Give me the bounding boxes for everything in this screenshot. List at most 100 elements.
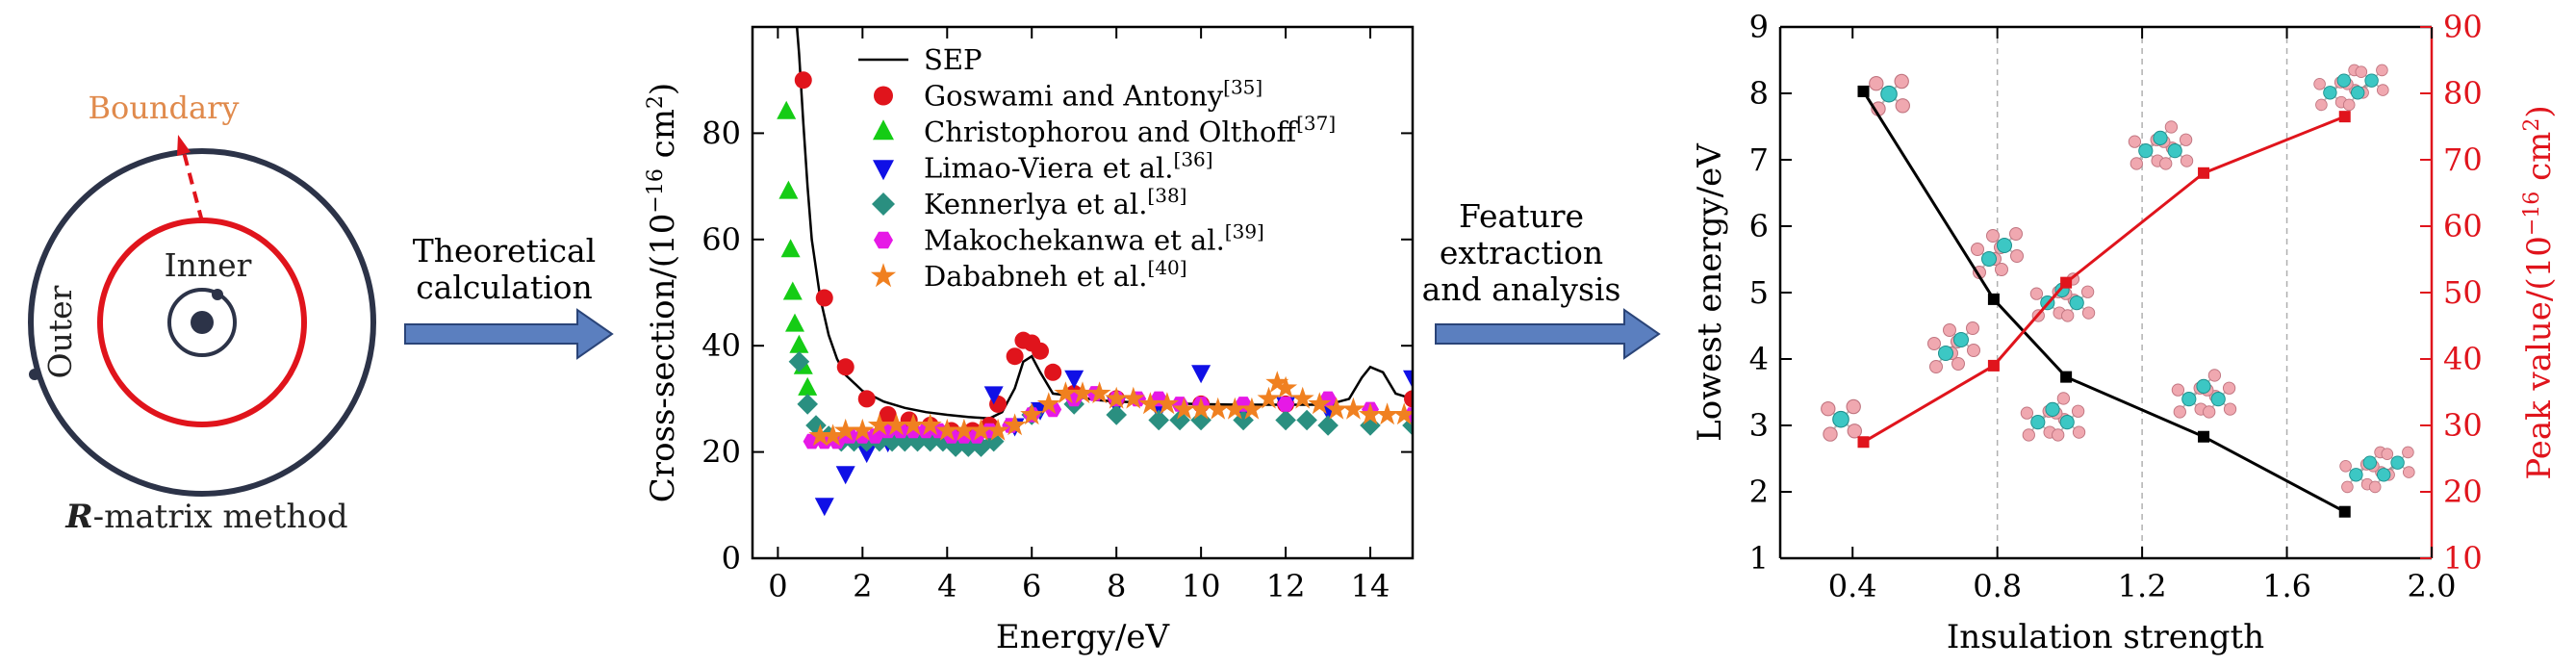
dababneh-et-al-point xyxy=(1359,402,1383,425)
dababneh-et-al-point xyxy=(1239,397,1263,420)
dababneh-et-al-point xyxy=(1308,392,1332,415)
electron-dot xyxy=(212,289,223,300)
dababneh-et-al-point xyxy=(1274,375,1298,398)
dababneh-et-al-point xyxy=(1121,386,1145,409)
right-y-tick-label: 30 xyxy=(2443,407,2483,444)
legend-label-dababneh-et-al: Dababneh et al.[40] xyxy=(924,256,1187,293)
legend-marker-makochekanwa-et-al xyxy=(874,231,893,249)
boundary-arrow-head xyxy=(177,135,191,156)
ball-stick-molecule-icon xyxy=(2128,120,2194,170)
insulation-xlabel: Insulation strength xyxy=(1947,618,2264,656)
dababneh-et-al-point xyxy=(1223,397,1247,420)
left-y-tick-label: 5 xyxy=(1749,274,1769,311)
x-tick-label: 1.6 xyxy=(2262,568,2311,604)
cross-section-ylabel-main: Cross-section/(10 xyxy=(644,214,682,503)
left-y-tick-label: 4 xyxy=(1749,341,1769,377)
dababneh-et-al-point xyxy=(1020,402,1044,425)
y-tick-label: 20 xyxy=(701,434,741,471)
christophorou-and-olthoff-point xyxy=(798,376,818,396)
goswami-and-antony-point xyxy=(1404,390,1413,408)
cross-section-chart: 0 2 4 6 8 10 12 14 0 20 40 60 80 Energy/eV Cross-sec… xyxy=(644,25,1415,656)
legend-name: Kennerlya et al. xyxy=(924,188,1147,220)
kennerlya-et-al-point xyxy=(1275,409,1296,431)
makochekanwa-et-al-point xyxy=(1277,397,1295,412)
cross-section-series-group xyxy=(777,27,1413,517)
right-y-tick-label: 50 xyxy=(2443,274,2483,311)
dababneh-et-al-point xyxy=(1155,392,1179,415)
kennerlya-et-al-point xyxy=(788,351,810,372)
peak-value-point xyxy=(1987,359,2000,372)
dababneh-et-al-point xyxy=(1071,381,1094,404)
dababneh-et-al-point xyxy=(1189,397,1213,420)
peak-value-ylabel-main: Peak value/(10 xyxy=(2520,236,2559,480)
limao-viera-et-al-point xyxy=(835,466,855,485)
dababneh-et-al-point xyxy=(1036,392,1060,415)
kennerlya-et-al-point xyxy=(1106,404,1127,425)
christophorou-and-olthoff-point xyxy=(777,100,797,119)
outer-label: Outer xyxy=(41,285,79,378)
target-orbit-circle xyxy=(167,288,237,357)
dababneh-et-al-point xyxy=(821,423,845,447)
left-y-tick-label: 2 xyxy=(1749,474,1769,510)
goswami-and-antony-point xyxy=(1044,363,1062,381)
kennerlya-et-al-point xyxy=(1148,409,1169,431)
right-y-tick-label: 70 xyxy=(2443,141,2483,178)
limao-viera-et-al-point xyxy=(814,498,834,517)
legend-label-christophorou-and-olthoff: Christophorou and Olthoff[37] xyxy=(924,112,1336,148)
left-y-tick-label: 1 xyxy=(1749,540,1769,577)
ball-stick-molecule-icon xyxy=(1971,227,2024,279)
limao-viera-et-al-point xyxy=(983,386,1004,405)
dababneh-et-al-point xyxy=(1265,371,1289,394)
legend-reference: [38] xyxy=(1147,184,1186,207)
right-y-tick-label: 90 xyxy=(2443,9,2483,45)
legend-label-goswami-and-antony: Goswami and Antony[35] xyxy=(924,76,1262,113)
x-tick-label: 8 xyxy=(1107,568,1126,604)
inner-label: Inner xyxy=(165,246,252,284)
lowest-energy-point xyxy=(2060,371,2073,383)
legend-reference: [35] xyxy=(1223,76,1262,99)
kennerlya-et-al-point xyxy=(805,415,827,436)
ball-stick-molecule-icon xyxy=(1927,321,1980,373)
christophorou-and-olthoff-point xyxy=(778,180,799,199)
outer-region-circle xyxy=(28,148,376,497)
x-tick-label: 4 xyxy=(937,568,956,604)
arrow2-line1: Feature xyxy=(1459,197,1584,235)
x-tick-label: 0.8 xyxy=(1973,568,2022,604)
x-tick-label: 6 xyxy=(1022,568,1041,604)
arrow2-shape xyxy=(1435,308,1661,360)
legend-label-kennerlya-et-al: Kennerlya et al.[38] xyxy=(924,184,1186,220)
legend-marker-goswami-and-antony xyxy=(874,86,893,106)
legend-reference: [36] xyxy=(1174,148,1213,171)
lowest-energy-point xyxy=(2338,505,2351,518)
x-tick-label: 2.0 xyxy=(2408,568,2457,604)
y-tick-label: 0 xyxy=(722,540,741,577)
peak-value-ylabel-close: ) xyxy=(2520,105,2559,117)
cross-section-xlabel: Energy/eV xyxy=(996,618,1171,656)
dababneh-et-al-point xyxy=(808,423,832,447)
legend-name: Limao-Viera et al. xyxy=(924,152,1174,185)
insulation-ticks: 0.4 0.8 1.2 1.6 2.0 1 2 3 4 5 6 7 8 9 10 20 30 40 50 60 70 80… xyxy=(1749,9,2483,604)
lowest-energy-point xyxy=(1987,293,2000,305)
left-y-tick-label: 7 xyxy=(1749,141,1769,178)
legend-label-sep: SEP xyxy=(924,43,982,76)
dababneh-et-al-point xyxy=(918,413,942,436)
dababneh-et-al-point xyxy=(1324,397,1348,420)
method-caption-bold: R xyxy=(64,498,92,536)
arrow1-line2: calculation xyxy=(416,269,593,306)
goswami-and-antony-point xyxy=(879,405,897,423)
x-tick-label: 0.4 xyxy=(1828,568,1877,604)
goswami-and-antony-point xyxy=(1006,347,1024,366)
x-tick-label: 2 xyxy=(853,568,872,604)
right-y-tick-label: 80 xyxy=(2443,75,2483,112)
method-caption-rest: -matrix method xyxy=(93,498,348,536)
left-y-tick-label: 9 xyxy=(1749,9,1769,45)
legend-label-makochekanwa-et-al: Makochekanwa et al.[39] xyxy=(924,220,1264,257)
boundary-label: Boundary xyxy=(89,90,240,126)
goswami-and-antony-point xyxy=(815,289,833,307)
r-matrix-schematic: Boundary Inner Outer R-matrix method xyxy=(28,90,376,536)
cross-section-ticks: 0 2 4 6 8 10 12 14 0 20 40 60 80 xyxy=(701,27,1413,604)
kennerlya-et-al-point xyxy=(797,394,818,415)
goswami-and-antony-point xyxy=(794,71,812,90)
